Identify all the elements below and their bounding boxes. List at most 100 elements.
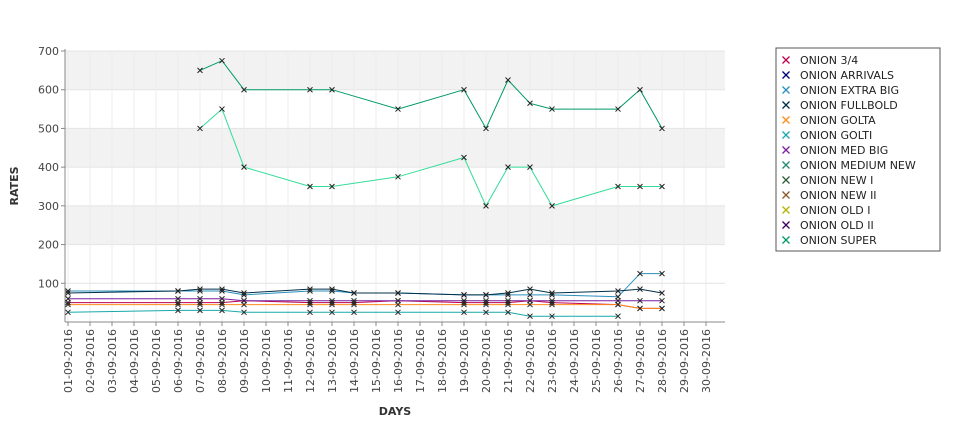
data-point-marker [483,309,489,316]
data-point-marker [395,297,401,304]
data-point-marker [351,299,357,306]
legend-marker [782,101,790,109]
data-point-marker [307,309,313,316]
data-point-marker [197,67,203,74]
data-point-marker [483,299,489,306]
data-point-marker [395,106,401,112]
data-point-marker [241,290,247,296]
x-tick-label: 14-09-2016 [348,329,361,393]
data-point-marker [241,86,247,93]
x-tick-label: 17-09-2016 [414,329,427,393]
legend-marker [782,206,790,214]
data-point-marker [307,286,313,292]
x-tick-label: 05-09-2016 [150,329,163,393]
data-point-marker [461,86,467,93]
legend-marker [782,161,790,169]
data-point-marker [527,297,533,304]
data-point-marker [241,297,247,304]
data-point-marker [615,183,621,190]
data-point-marker [505,77,511,83]
y-axis-label: RATES [8,166,21,205]
x-tick-label: 23-09-2016 [546,329,559,393]
x-tick-label: 10-09-2016 [260,329,273,393]
x-tick-label: 08-09-2016 [216,329,229,393]
data-point-marker [241,309,247,316]
data-point-marker [65,290,71,296]
data-point-marker [527,292,533,298]
data-point-marker [549,297,555,304]
legend-label: ONION MEDIUM NEW [800,159,916,172]
x-tick-label: 20-09-2016 [480,329,493,393]
x-tick-label: 26-09-2016 [612,329,625,393]
series-line [199,60,663,130]
y-tick-label: 300 [38,200,59,213]
legend: ONION 3/4 ONION ARRIVALS ONION EXTRA BIG ON… [775,47,941,252]
legend-label: ONION 3/4 [800,54,858,67]
grid-band [65,205,725,245]
x-tick-label: 19-09-2016 [458,329,471,393]
data-point-marker [549,313,555,320]
data-point-marker [65,301,71,308]
data-point-marker [175,301,181,308]
x-tick-label: 11-09-2016 [282,329,295,393]
data-point-marker [483,125,489,132]
data-point-marker [637,286,643,292]
plot-area [65,51,725,322]
data-point-marker [307,183,313,190]
data-point-marker [615,106,621,112]
legend-marker [782,71,790,79]
legend-label: ONION FULLBOLD [800,99,898,112]
data-point-marker [461,292,467,298]
legend-marker [782,116,790,124]
x-tick-label: 18-09-2016 [436,329,449,393]
x-tick-label: 28-09-2016 [656,329,669,393]
legend-label: ONION OLD I [800,204,871,217]
data-point-marker [197,301,203,308]
data-point-marker [351,290,357,296]
data-point-marker [329,299,335,306]
x-tick-label: 25-09-2016 [590,329,603,393]
legend-marker [782,131,790,139]
data-point-marker [197,307,203,314]
data-point-marker [219,57,225,64]
data-point-marker [175,295,181,302]
x-tick-label: 27-09-2016 [634,329,647,393]
x-tick-label: 16-09-2016 [392,329,405,393]
y-tick-label: 500 [38,122,59,135]
data-point-marker [329,86,335,93]
x-tick-label: 29-09-2016 [678,329,691,393]
data-point-marker [65,295,71,302]
data-point-marker [637,270,643,277]
data-point-marker [329,288,335,294]
data-point-marker [219,288,225,294]
data-point-marker [351,297,357,304]
data-point-marker [615,288,621,294]
data-point-marker [219,307,225,314]
data-point-marker [175,288,181,294]
x-tick-label: 13-09-2016 [326,329,339,393]
data-point-marker [527,286,533,292]
data-point-marker [197,295,203,302]
data-point-marker [461,297,467,304]
data-point-marker [505,297,511,304]
grid-band [65,128,725,168]
data-point-marker [659,270,665,277]
data-point-marker [307,288,313,294]
x-tick-label: 01-09-2016 [62,329,75,393]
data-point-marker [329,183,335,190]
data-point-marker [219,286,225,292]
x-tick-label: 21-09-2016 [502,329,515,393]
data-point-marker [615,297,621,304]
legend-label: ONION NEW I [800,174,873,187]
data-point-marker [527,313,533,320]
data-point-marker [615,313,621,320]
x-tick-label: 09-09-2016 [238,329,251,393]
data-point-marker [65,309,71,316]
x-tick-label: 30-09-2016 [700,329,713,393]
data-point-marker [549,203,555,209]
data-point-marker [307,299,313,306]
legend-marker [782,176,790,184]
legend-label: ONION GOLTI [800,129,872,142]
legend-label: ONION MED BIG [800,144,888,157]
